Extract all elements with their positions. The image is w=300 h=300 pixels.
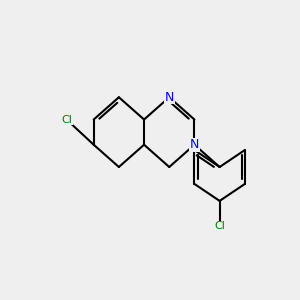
Text: N: N — [190, 138, 199, 151]
Text: N: N — [165, 91, 174, 104]
Text: Cl: Cl — [61, 115, 72, 124]
Text: Cl: Cl — [214, 221, 225, 231]
